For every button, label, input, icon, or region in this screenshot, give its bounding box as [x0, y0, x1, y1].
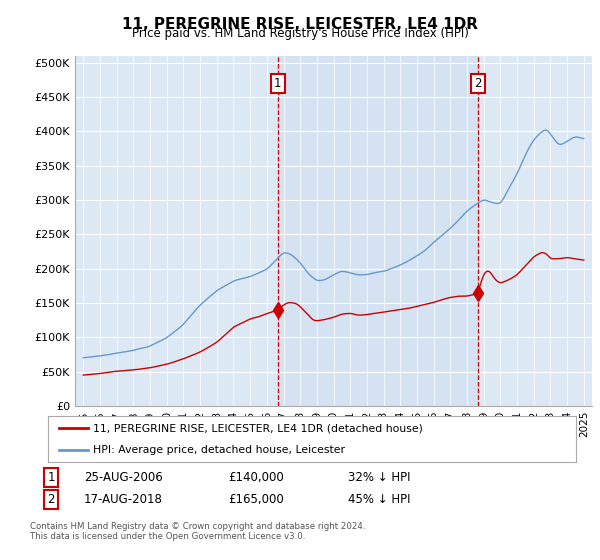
Text: 1: 1 — [274, 77, 281, 90]
Text: Contains HM Land Registry data © Crown copyright and database right 2024.
This d: Contains HM Land Registry data © Crown c… — [30, 522, 365, 542]
Text: £165,000: £165,000 — [228, 493, 284, 506]
Bar — [278, 56, 478, 406]
Text: 25-AUG-2006: 25-AUG-2006 — [84, 470, 163, 484]
Text: 11, PEREGRINE RISE, LEICESTER, LE4 1DR: 11, PEREGRINE RISE, LEICESTER, LE4 1DR — [122, 17, 478, 32]
Text: 32% ↓ HPI: 32% ↓ HPI — [348, 470, 410, 484]
Text: 2: 2 — [474, 77, 481, 90]
Text: 2: 2 — [47, 493, 55, 506]
Text: Price paid vs. HM Land Registry's House Price Index (HPI): Price paid vs. HM Land Registry's House … — [131, 27, 469, 40]
Text: 45% ↓ HPI: 45% ↓ HPI — [348, 493, 410, 506]
Text: £140,000: £140,000 — [228, 470, 284, 484]
Text: 17-AUG-2018: 17-AUG-2018 — [84, 493, 163, 506]
Text: 1: 1 — [47, 470, 55, 484]
Text: 11, PEREGRINE RISE, LEICESTER, LE4 1DR (detached house): 11, PEREGRINE RISE, LEICESTER, LE4 1DR (… — [93, 423, 423, 433]
Text: HPI: Average price, detached house, Leicester: HPI: Average price, detached house, Leic… — [93, 445, 345, 455]
